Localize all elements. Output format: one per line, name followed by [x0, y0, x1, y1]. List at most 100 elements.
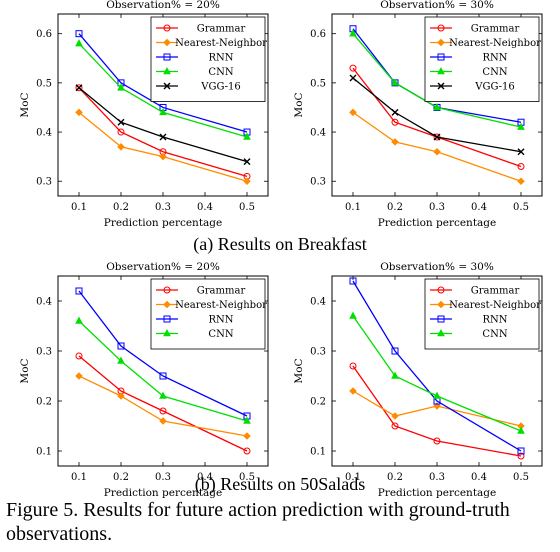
- series-nearest-neighbor: [349, 108, 525, 186]
- chart-title: Observation% = 20%: [106, 0, 220, 11]
- series-line: [352, 280, 522, 452]
- marker-cross: [163, 82, 171, 90]
- data-point: [75, 84, 83, 92]
- figure-caption: Figure 5. Results for future action pred…: [6, 499, 510, 545]
- chart-title: Observation% = 20%: [106, 261, 220, 273]
- series-line: [78, 43, 248, 138]
- series-grammar: [349, 362, 525, 460]
- marker-square: [437, 53, 445, 61]
- x-axis-label: Prediction percentage: [378, 217, 496, 229]
- data-point: [433, 133, 441, 141]
- legend-label: RNN: [482, 53, 507, 64]
- x-tick-label: 0.4: [197, 472, 213, 483]
- marker-triangle: [243, 132, 251, 140]
- marker-diamond: [437, 38, 445, 47]
- data-point: [159, 407, 167, 415]
- data-point: [243, 158, 251, 166]
- marker-triangle: [117, 356, 125, 364]
- marker-circle: [437, 286, 445, 294]
- marker-square: [437, 315, 445, 323]
- legend-label: CNN: [208, 67, 233, 78]
- marker-diamond: [159, 417, 167, 425]
- marker-cross: [433, 133, 441, 141]
- series-line: [78, 87, 248, 177]
- legend-entry: Nearest-Neighbor: [430, 38, 541, 49]
- x-tick-label: 0.4: [471, 472, 487, 483]
- x-tick-label: 0.3: [429, 472, 445, 483]
- plot-frame: [331, 275, 543, 467]
- data-point: [117, 392, 125, 400]
- data-point: [349, 64, 357, 72]
- series-cnn: [349, 29, 525, 130]
- y-tick-label: 0.3: [36, 177, 52, 188]
- x-tick-label: 0.3: [429, 202, 445, 213]
- data-point: [433, 437, 441, 445]
- marker-square: [75, 287, 83, 295]
- series-line: [78, 87, 248, 163]
- data-point: [391, 412, 399, 420]
- series-line: [78, 320, 248, 422]
- legend-label: Grammar: [197, 286, 246, 297]
- x-tick-label: 0.4: [471, 202, 487, 213]
- legend-label: Nearest-Neighbor: [175, 300, 267, 311]
- y-tick-label: 0.1: [310, 447, 326, 458]
- data-point: [243, 416, 251, 424]
- x-tick-label: 0.2: [113, 202, 129, 213]
- marker-circle: [437, 24, 445, 32]
- data-point: [391, 78, 399, 86]
- legend-label: Nearest-Neighbor: [175, 38, 267, 49]
- marker-triangle: [517, 426, 525, 434]
- x-tick-label: 0.2: [113, 472, 129, 483]
- series-nearest-neighbor: [75, 108, 251, 186]
- marker-circle: [517, 452, 525, 460]
- y-axis-label: MoC: [293, 358, 305, 383]
- marker-circle: [433, 437, 441, 445]
- data-point: [391, 138, 399, 146]
- legend-entry: Grammar: [430, 286, 519, 297]
- x-tick-label: 0.5: [239, 202, 255, 213]
- series-grammar: [75, 352, 251, 455]
- marker-diamond: [433, 147, 441, 156]
- chart-salads-obs20: Observation% = 20% Prediction percentage M…: [19, 261, 269, 499]
- series-vgg-16: [349, 74, 525, 156]
- data-point: [349, 29, 357, 37]
- y-tick-label: 0.5: [36, 78, 52, 89]
- legend-entry: Nearest-Neighbor: [156, 300, 267, 311]
- marker-cross: [391, 108, 399, 116]
- x-tick-label: 0.1: [71, 202, 87, 213]
- marker-triangle: [75, 39, 83, 47]
- data-point: [117, 356, 125, 364]
- chart-title: Observation% = 30%: [380, 261, 494, 273]
- x-tick-label: 0.5: [513, 202, 529, 213]
- legend-label: CNN: [482, 329, 507, 340]
- y-tick-label: 0.4: [310, 297, 326, 308]
- data-point: [75, 372, 83, 380]
- marker-circle: [243, 447, 251, 455]
- legend-entry: CNN: [156, 329, 234, 340]
- y-tick-label: 0.4: [36, 128, 52, 139]
- marker-diamond: [243, 177, 251, 186]
- series-line: [352, 315, 522, 432]
- marker-triangle: [437, 329, 445, 337]
- data-point: [75, 287, 83, 295]
- data-point: [517, 452, 525, 460]
- chart-salads-obs30: Observation% = 30% Prediction percentage M…: [293, 261, 543, 499]
- legend-label: Grammar: [471, 24, 520, 35]
- marker-diamond: [75, 372, 83, 380]
- data-point: [243, 432, 251, 440]
- series-line: [78, 111, 248, 182]
- marker-cross: [75, 84, 83, 92]
- marker-square: [117, 342, 125, 350]
- legend: Grammar Nearest-Neighbor RNN CNN: [424, 278, 541, 350]
- x-tick-label: 0.1: [345, 202, 361, 213]
- y-tick-label: 0.2: [310, 397, 326, 408]
- marker-circle: [349, 362, 357, 370]
- data-point: [75, 352, 83, 360]
- series-line: [352, 390, 522, 427]
- x-tick-label: 0.2: [387, 202, 403, 213]
- marker-circle: [349, 64, 357, 72]
- series-line: [352, 365, 522, 457]
- legend-entry: Nearest-Neighbor: [430, 300, 541, 311]
- legend-label: Nearest-Neighbor: [449, 300, 541, 311]
- data-point: [159, 107, 167, 116]
